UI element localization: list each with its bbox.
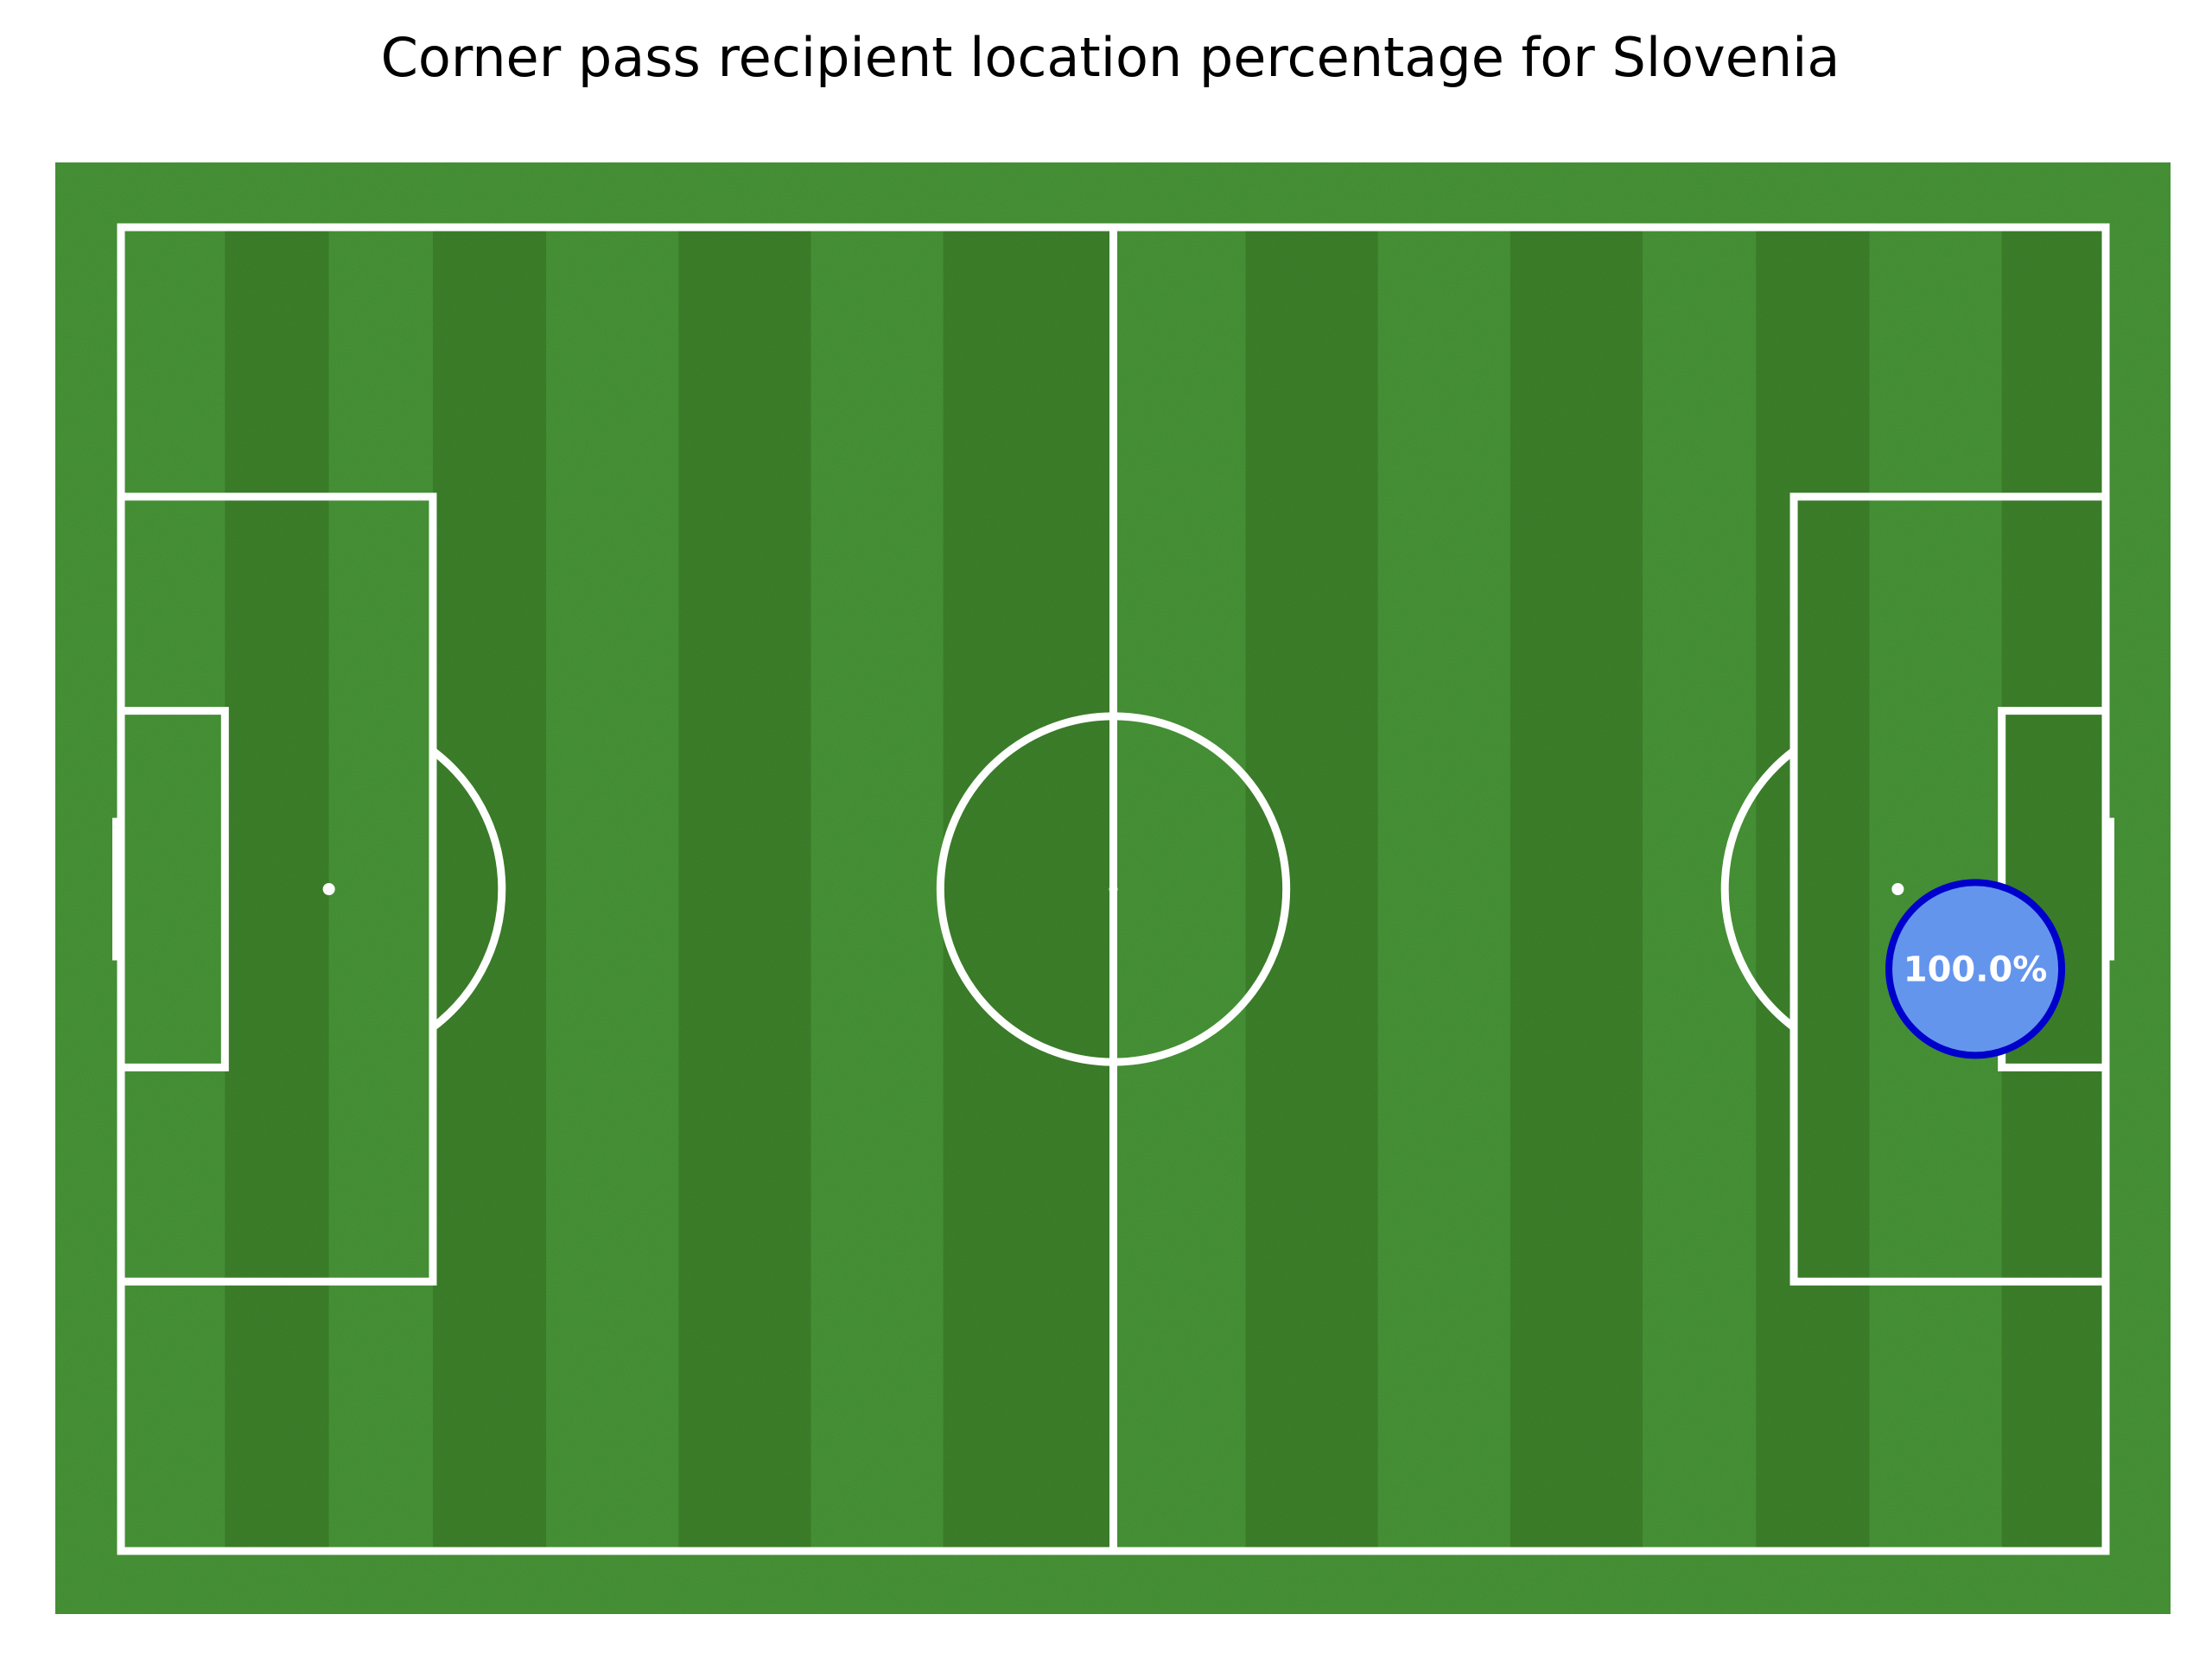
left-penalty-arc <box>430 747 506 1031</box>
right-goal <box>2103 817 2114 961</box>
right-penalty-arc <box>1720 747 1796 1031</box>
recipient-locations: 100.0% <box>1885 879 2066 1059</box>
recipient-bubble <box>1885 879 2066 1059</box>
chart-title: Corner pass recipient location percentag… <box>381 26 1840 89</box>
center-spot <box>1109 885 1118 893</box>
left-penalty-spot <box>322 883 335 895</box>
center-circle <box>936 712 1291 1066</box>
recipient-percentage-label: 100.0% <box>1904 950 2048 989</box>
pitch-markings <box>112 223 2114 1555</box>
right-penalty-spot <box>1891 883 1904 895</box>
pitch <box>55 162 2171 1614</box>
left-goal <box>112 817 124 961</box>
